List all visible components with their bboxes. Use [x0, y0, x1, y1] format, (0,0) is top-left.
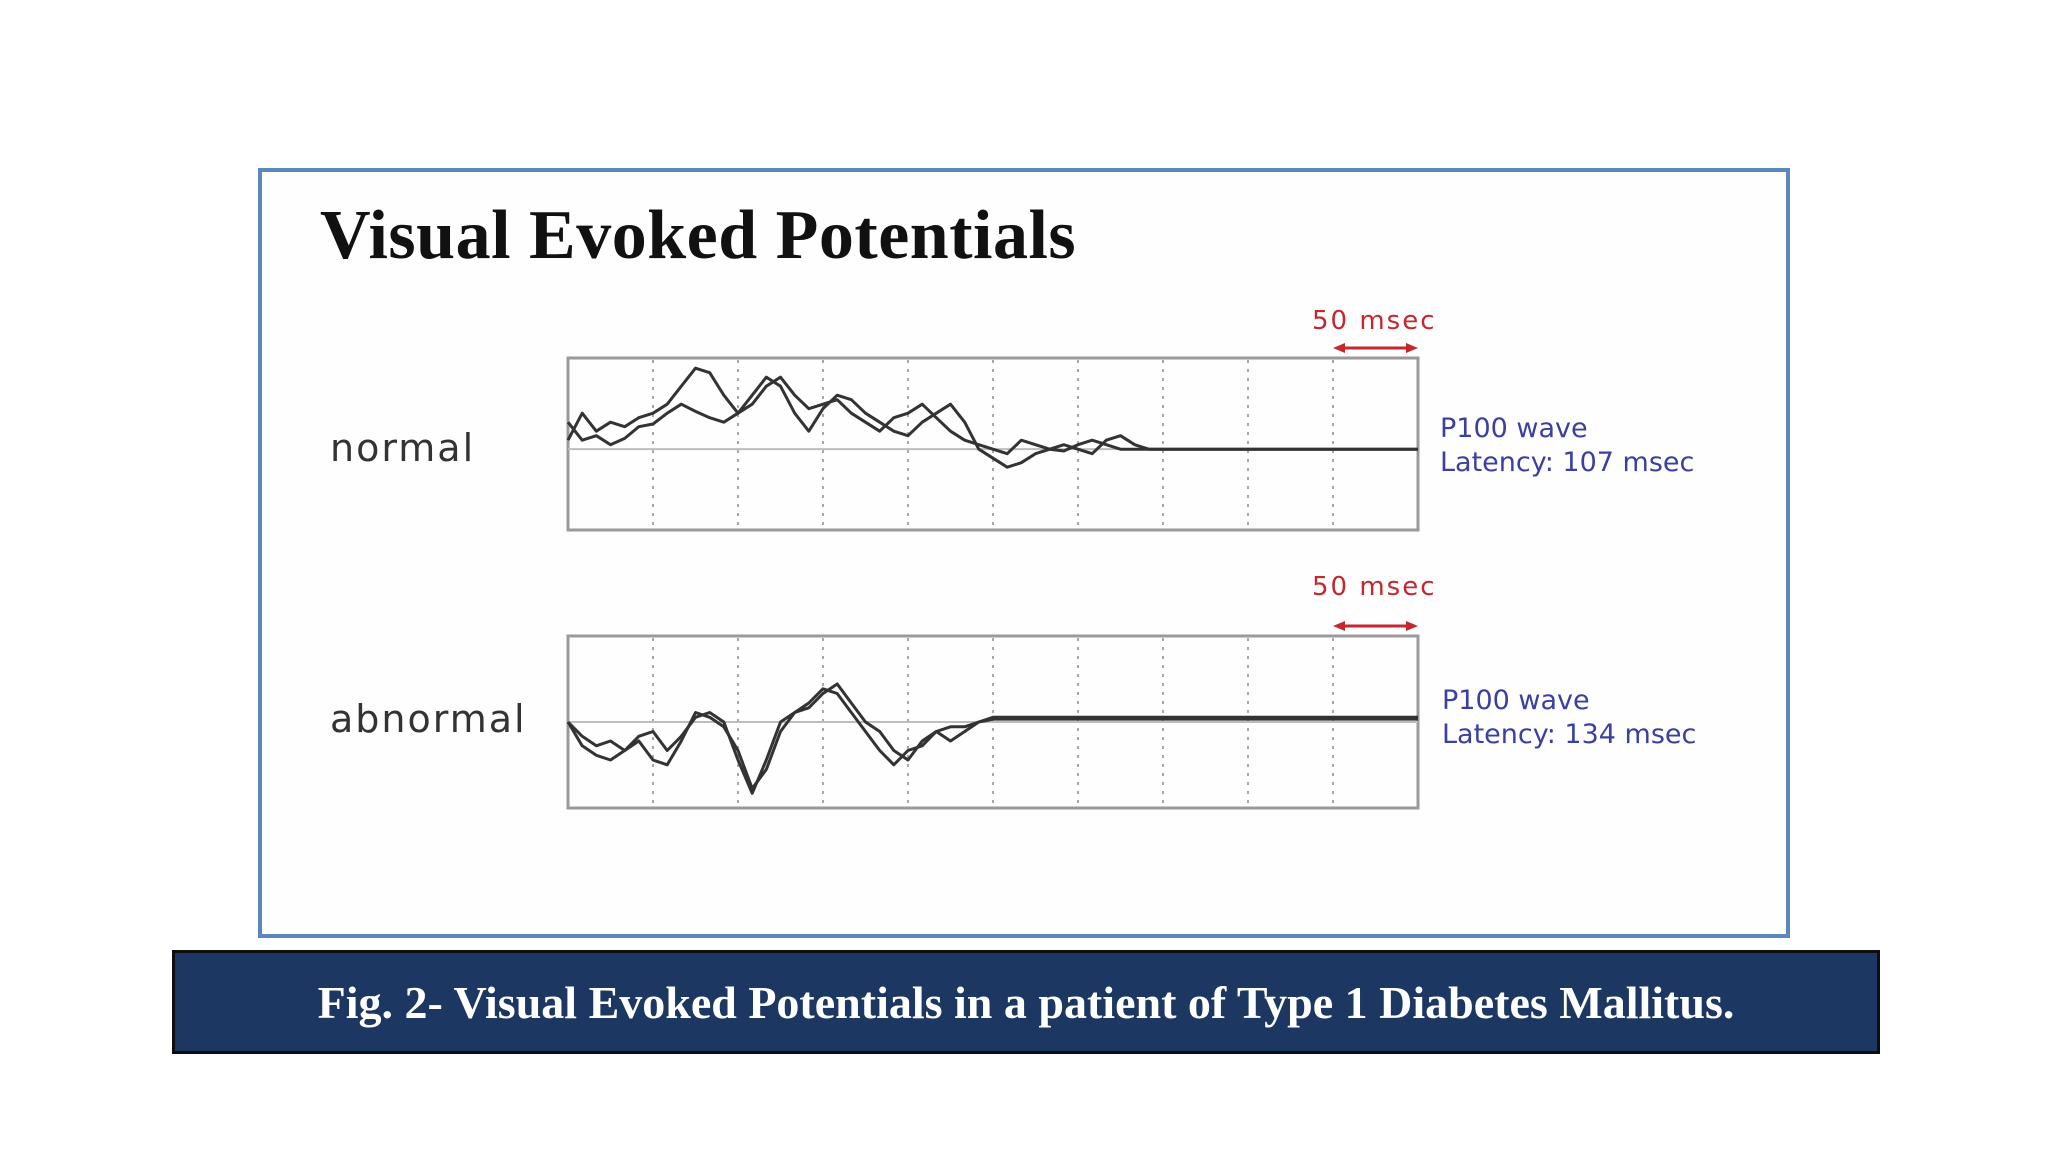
scale-arrowhead-right-normal [1406, 343, 1418, 353]
latency-label-abnormal: Latency: 134 msec [1442, 719, 1697, 750]
trace-abnormal-1 [566, 682, 1418, 790]
scale-label-normal: 50 msec [1312, 306, 1437, 336]
panel-abnormal [566, 621, 1420, 810]
plot-frame-normal [566, 356, 1420, 532]
caption-bar: Fig. 2- Visual Evoked Potentials in a pa… [172, 950, 1880, 1054]
trace-normal-2 [566, 366, 1418, 456]
scale-arrowhead-left-abnormal [1333, 621, 1345, 631]
annotation-normal: P100 wave Latency: 107 msec [1440, 412, 1694, 480]
scale-arrowhead-left-normal [1333, 343, 1345, 353]
latency-label-normal: Latency: 107 msec [1440, 447, 1695, 478]
trace-abnormal-2 [566, 687, 1418, 795]
panel-normal [566, 343, 1420, 532]
figure-caption: Fig. 2- Visual Evoked Potentials in a pa… [317, 976, 1735, 1028]
figure-frame [258, 168, 1790, 938]
scale-arrowhead-right-abnormal [1406, 621, 1418, 631]
scale-label-abnormal: 50 msec [1312, 572, 1437, 602]
p100-wave-label-normal: P100 wave [1440, 413, 1588, 444]
trace-label-normal: normal [330, 426, 476, 470]
trace-normal-1 [566, 375, 1418, 469]
trace-label-abnormal: abnormal [330, 697, 527, 741]
figure-title: Visual Evoked Potentials [320, 197, 1077, 274]
p100-wave-label-abnormal: P100 wave [1442, 685, 1590, 716]
annotation-abnormal: P100 wave Latency: 134 msec [1442, 684, 1696, 752]
